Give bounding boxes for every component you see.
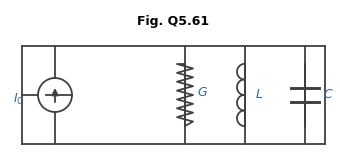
Text: $I_0$: $I_0$ — [13, 91, 23, 107]
Text: Fig. Q5.61: Fig. Q5.61 — [137, 14, 209, 28]
Text: G: G — [197, 87, 207, 99]
Text: C: C — [323, 89, 332, 101]
Text: L: L — [256, 89, 263, 101]
